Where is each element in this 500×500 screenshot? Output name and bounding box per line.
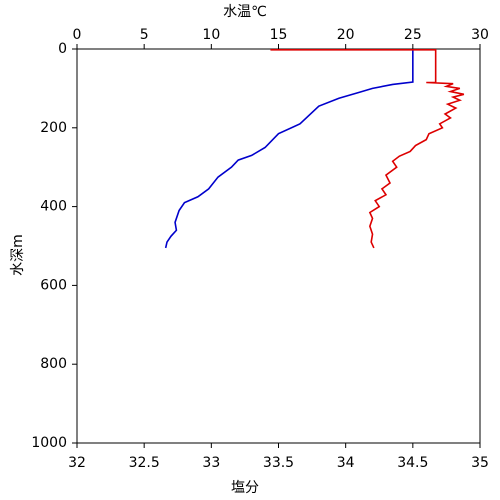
x-axis-label: 塩分 <box>231 480 259 496</box>
x-tick-label: 32 <box>68 455 86 471</box>
x2-tick-label: 10 <box>202 27 220 43</box>
x2-tick-label: 0 <box>73 27 82 43</box>
x-tick-label: 35 <box>471 455 489 471</box>
y-tick-label: 400 <box>40 199 67 215</box>
y-axis-label: 水深m <box>10 234 26 276</box>
profile-line <box>270 48 465 249</box>
x2-tick-label: 30 <box>471 27 489 43</box>
y-tick-label: 600 <box>40 277 67 293</box>
x-tick-label: 34.5 <box>397 455 428 471</box>
x-tick-label: 34 <box>337 455 355 471</box>
plot-frame <box>76 48 481 444</box>
y-tick-label: 1000 <box>31 435 67 451</box>
x2-tick-label: 25 <box>404 27 422 43</box>
x2-tick-label: 20 <box>337 27 355 43</box>
y-tick-label: 800 <box>40 356 67 372</box>
x2-axis-label: 水温℃ <box>223 4 267 20</box>
x-tick-label: 32.5 <box>129 455 160 471</box>
y-tick-label: 200 <box>40 120 67 136</box>
profile-line <box>164 49 414 249</box>
y-tick-label: 0 <box>58 41 67 57</box>
x-tick-label: 33 <box>202 455 220 471</box>
x2-tick-label: 5 <box>140 27 149 43</box>
x2-tick-label: 15 <box>270 27 288 43</box>
x-tick-label: 33.5 <box>263 455 294 471</box>
